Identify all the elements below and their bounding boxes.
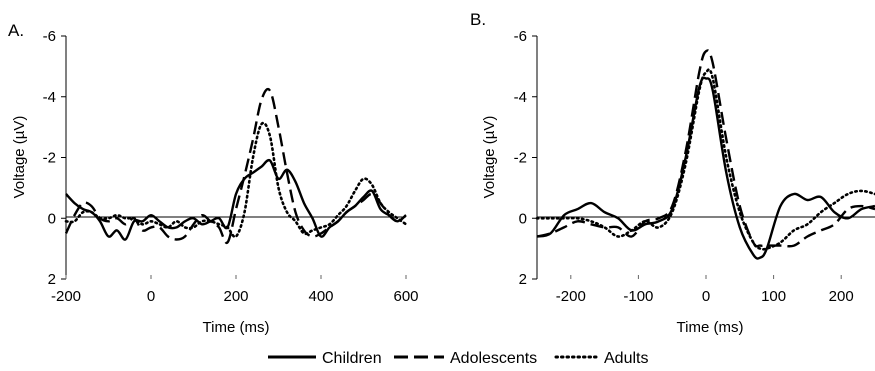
x-tick-label: 200 bbox=[223, 288, 248, 305]
x-tick-label: -200 bbox=[556, 288, 586, 305]
series-line-adults bbox=[64, 121, 408, 239]
panel-b-label: B. bbox=[470, 10, 486, 29]
y-tick-label: -2 bbox=[514, 150, 527, 167]
legend-label-adolescents: Adolescents bbox=[450, 350, 537, 367]
y-tick-label: 0 bbox=[48, 210, 56, 227]
panel-b-y-axis-label: Voltage (µV) bbox=[481, 116, 498, 199]
x-tick-label: 100 bbox=[761, 288, 786, 305]
legend-label-children: Children bbox=[322, 350, 382, 367]
x-tick-label: 0 bbox=[702, 288, 710, 305]
panel-a-chart: A. -6-4-202 -200 0 200 400 600 Voltage (µV) … bbox=[8, 21, 419, 336]
series-line-children bbox=[536, 76, 875, 260]
x-tick-label: 600 bbox=[393, 288, 418, 305]
y-tick-label: -6 bbox=[43, 28, 56, 45]
panel-a-label: A. bbox=[8, 21, 24, 40]
y-tick-label: 2 bbox=[48, 271, 56, 288]
x-tick-label: -200 bbox=[51, 288, 81, 305]
series-line-adolescents bbox=[64, 87, 407, 245]
panel-b-x-axis-label: Time (ms) bbox=[677, 319, 744, 336]
legend: Children Adolescents Adults bbox=[268, 350, 648, 367]
y-tick-label: -6 bbox=[514, 28, 527, 45]
x-tick-label: 400 bbox=[308, 288, 333, 305]
panel-a-y-axis-label: Voltage (µV) bbox=[11, 116, 28, 199]
panel-a-x-axis-label: Time (ms) bbox=[203, 319, 270, 336]
panel-b-chart: B. -6 -4 -2 0 2 -200 -100 0 100 200 Voltage (µV)… bbox=[470, 10, 875, 336]
x-tick-label: 0 bbox=[147, 288, 155, 305]
x-tick-label: 200 bbox=[829, 288, 854, 305]
y-tick-label: -2 bbox=[43, 150, 56, 167]
legend-label-adults: Adults bbox=[604, 350, 648, 367]
series-line-adolescents bbox=[536, 49, 875, 248]
series-line-adults bbox=[535, 68, 875, 251]
y-tick-label: 0 bbox=[519, 210, 527, 227]
x-tick-label: -100 bbox=[623, 288, 653, 305]
series-line-children bbox=[65, 158, 407, 241]
y-tick-label: -4 bbox=[43, 89, 56, 106]
y-tick-label: -4 bbox=[514, 89, 527, 106]
y-tick-label: 2 bbox=[519, 271, 527, 288]
